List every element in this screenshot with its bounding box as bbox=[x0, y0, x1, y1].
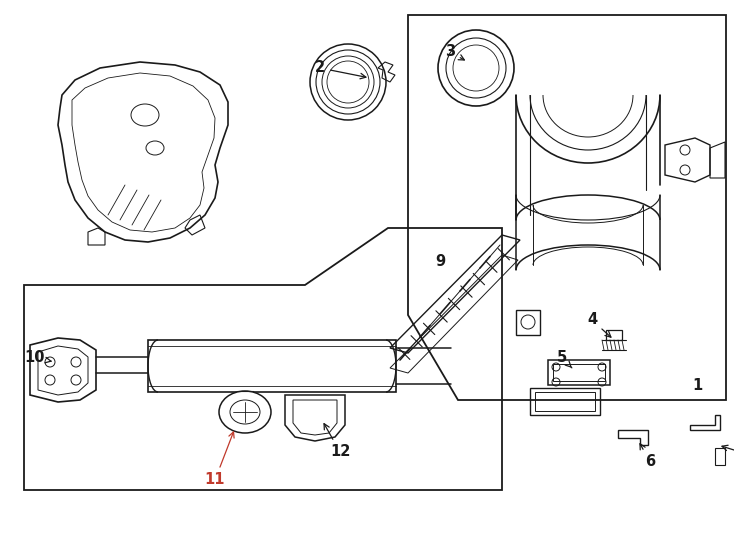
Text: 3: 3 bbox=[445, 44, 465, 60]
Text: 12: 12 bbox=[324, 424, 350, 460]
Text: 8: 8 bbox=[0, 539, 1, 540]
Bar bbox=[148, 340, 396, 392]
Text: 10: 10 bbox=[25, 350, 51, 366]
Bar bbox=[553, 364, 605, 381]
Text: 9: 9 bbox=[435, 254, 445, 269]
Text: 4: 4 bbox=[587, 313, 611, 337]
Text: 5: 5 bbox=[557, 350, 572, 368]
Bar bbox=[535, 392, 595, 411]
Ellipse shape bbox=[219, 391, 271, 433]
Text: 11: 11 bbox=[205, 432, 234, 488]
Text: 1: 1 bbox=[692, 377, 702, 393]
Text: 7: 7 bbox=[722, 446, 734, 462]
Bar bbox=[606, 330, 622, 340]
Text: 2: 2 bbox=[315, 60, 366, 79]
Text: 6: 6 bbox=[640, 444, 655, 469]
